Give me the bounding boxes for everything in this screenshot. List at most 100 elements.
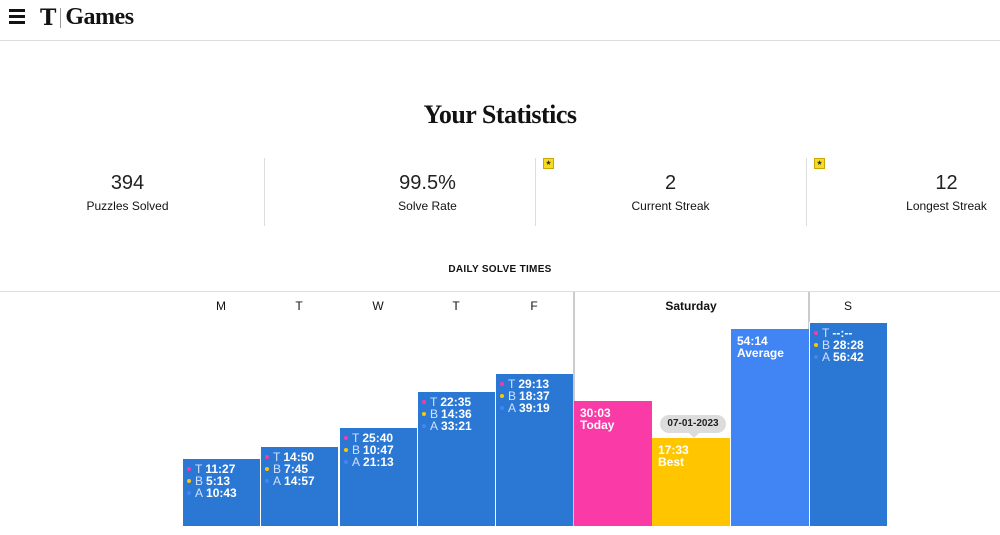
time-row-B: B 10:47 (344, 444, 394, 456)
stat-label: Puzzles Solved (86, 199, 169, 213)
average-bar[interactable]: 54:14 Average (731, 328, 809, 526)
time-key: B (430, 406, 439, 421)
divider (0, 291, 1000, 292)
day-bar[interactable]: T 25:40 B 10:47 A 21:13 (339, 427, 417, 526)
time-value: 7:45 (284, 461, 309, 476)
logo-divider (60, 7, 62, 28)
stat-value: 394 (110, 172, 145, 194)
stat-label: Solve Rate (398, 199, 457, 213)
time-row-A: A 10:43 (187, 487, 237, 499)
time-key: B (352, 443, 361, 457)
nyt-games-logo[interactable]: T Games (40, 4, 134, 31)
time-key: A (352, 455, 361, 469)
page-title: Your Statistics (423, 100, 577, 129)
time-row-B: B 14:36 (422, 408, 472, 420)
legend-dot-icon (814, 354, 818, 359)
nyt-logo-mark: T (40, 4, 57, 31)
stat-value: 12 (935, 172, 958, 194)
time-value: 5:13 (206, 474, 231, 489)
legend-dot-icon (500, 394, 504, 399)
legend-dot-icon (500, 382, 504, 387)
time-value: 14:57 (284, 473, 315, 488)
today-label: Today (580, 417, 615, 432)
legend-dot-icon (814, 330, 818, 335)
time-key: T (352, 431, 360, 445)
day-bar[interactable]: T --:-- B 28:28 A 56:42 (809, 321, 887, 526)
time-value: 33:21 (441, 418, 472, 433)
time-row-A: A 14:57 (265, 475, 315, 487)
day-label[interactable]: M (216, 299, 226, 313)
stat-value: 99.5% (399, 172, 456, 194)
stat-divider (535, 158, 536, 226)
day-label[interactable]: T (295, 299, 303, 313)
time-key: A (273, 473, 282, 488)
time-value: 25:40 (362, 431, 394, 445)
time-row-T: T 11:27 (187, 463, 237, 475)
day-label[interactable]: S (843, 299, 852, 313)
time-key: B (508, 389, 517, 404)
stat-0: 394 Puzzles Solved (0, 158, 263, 226)
time-key: T (508, 377, 516, 392)
time-value: 22:35 (440, 394, 472, 409)
legend-dot-icon (344, 460, 348, 464)
legend-dot-icon (500, 406, 504, 411)
stat-value: 2 (664, 172, 677, 194)
time-value: 21:13 (363, 455, 394, 469)
day-bar[interactable]: T 11:27 B 5:13 A 10:43 (182, 458, 260, 526)
time-value: 11:27 (205, 462, 236, 477)
time-key: T (822, 325, 830, 340)
legend-dot-icon (422, 411, 426, 416)
time-value: 14:36 (441, 406, 472, 421)
time-key: A (430, 418, 439, 433)
hamburger-icon[interactable] (9, 9, 25, 25)
time-value: 14:50 (283, 449, 315, 464)
time-key: A (508, 401, 517, 416)
today-bar[interactable]: 30:03 Today (574, 400, 652, 526)
time-value: 10:43 (206, 486, 237, 501)
time-row-T: T 14:50 (265, 451, 315, 463)
day-bar[interactable]: T 14:50 B 7:45 A 14:57 (260, 445, 338, 526)
time-row-A: A 56:42 (814, 351, 864, 363)
time-row-A: A 21:13 (344, 456, 394, 468)
time-key: T (430, 394, 438, 409)
legend-dot-icon (265, 454, 269, 459)
time-value: 56:42 (833, 349, 864, 364)
legend-dot-icon (344, 436, 348, 440)
time-key: A (195, 486, 204, 501)
stat-divider (264, 158, 265, 226)
average-label: Average (737, 345, 784, 360)
time-row-T: T --:-- (814, 327, 864, 339)
average-time: 54:14 (737, 333, 768, 348)
legend-dot-icon (265, 478, 269, 483)
time-row-A: A 33:21 (422, 420, 472, 432)
time-row-T: T 25:40 (344, 432, 394, 444)
time-key: B (822, 337, 831, 352)
legend-dot-icon (187, 467, 191, 472)
stat-2: 2 Current Streak (535, 158, 806, 226)
day-bar[interactable]: T 29:13 B 18:37 A 39:19 (495, 373, 573, 526)
best-label: Best (658, 454, 685, 469)
day-bar[interactable]: T 22:35 B 14:36 A 33:21 (417, 390, 495, 526)
legend-dot-icon (814, 342, 818, 347)
selected-day-label: Saturday (665, 299, 717, 313)
time-key: B (273, 461, 282, 476)
time-row-A: A 39:19 (500, 402, 550, 414)
legend-dot-icon (422, 399, 426, 404)
top-bar: T Games (0, 0, 1000, 41)
time-value: 39:19 (519, 401, 550, 416)
best-bar[interactable]: 17:33 Best (652, 437, 730, 526)
stat-3: 12 Longest Streak (811, 158, 1000, 226)
day-label[interactable]: T (452, 299, 460, 313)
time-value: 18:37 (519, 389, 550, 404)
day-label[interactable]: F (530, 299, 538, 313)
legend-dot-icon (344, 448, 348, 452)
time-key: T (273, 449, 281, 464)
time-key: T (195, 462, 203, 477)
day-label[interactable]: W (372, 299, 384, 313)
legend-dot-icon (265, 466, 269, 471)
stat-label: Current Streak (631, 199, 710, 213)
time-value: 10:47 (363, 443, 394, 457)
stat-1: 99.5% Solve Rate (292, 158, 563, 226)
chart-title: DAILY SOLVE TIMES (448, 264, 552, 275)
star-icon: ★ (814, 158, 825, 169)
